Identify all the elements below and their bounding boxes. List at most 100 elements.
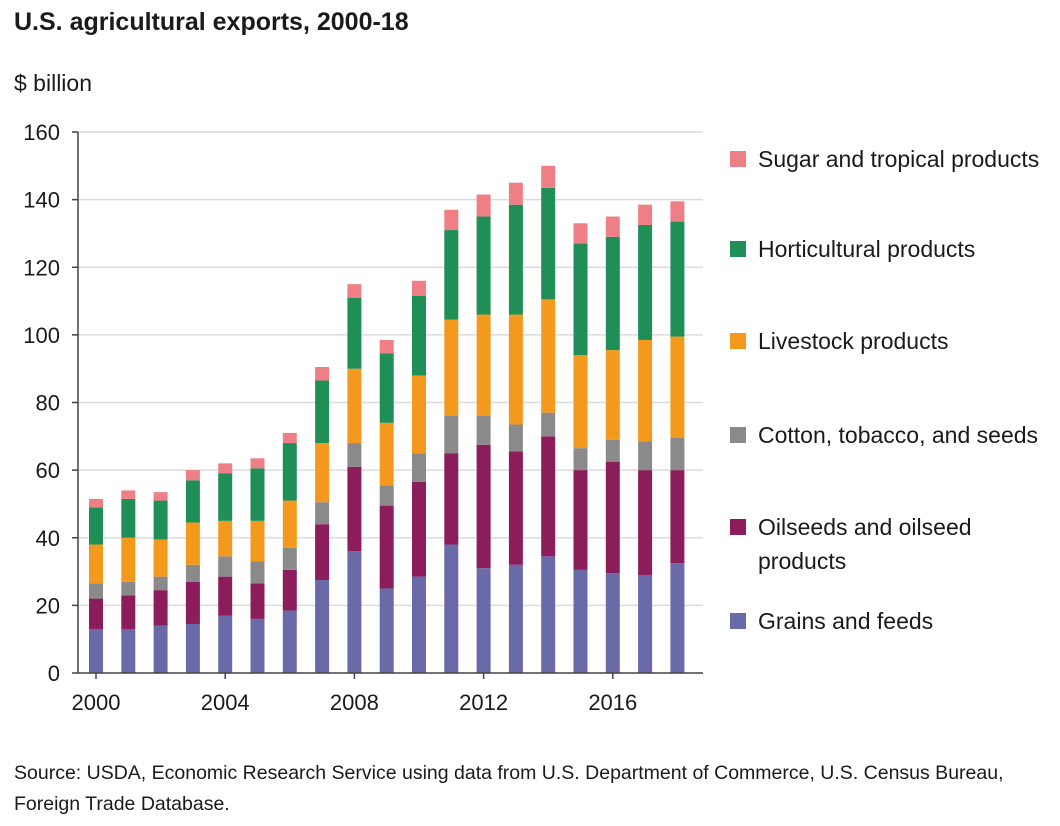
bar-segment-2005-4 (250, 468, 265, 521)
bar-segment-2018-2 (670, 438, 685, 471)
bar-segment-2018-1 (670, 470, 685, 564)
legend-label: Grains and feeds (758, 608, 934, 634)
bar-segment-2010-5 (412, 280, 426, 296)
chart-title: U.S. agricultural exports, 2000-18 (14, 8, 409, 36)
bar-segment-2000-1 (89, 598, 103, 630)
bar-segment-2007-2 (315, 502, 330, 525)
bar-segment-2011-5 (444, 209, 459, 231)
legend-label: Oilseeds and oilseed products (758, 514, 972, 574)
bar-segment-2009-3 (379, 422, 394, 486)
bar-segment-2018-3 (670, 336, 685, 439)
x-tick-label-2016: 2016 (588, 690, 637, 715)
bar-stack-2017 (638, 204, 653, 673)
bar-stack-2002 (153, 492, 168, 673)
bar-stack-2000 (89, 498, 103, 673)
bar-stack-2006 (282, 432, 297, 673)
bar-segment-2014-1 (541, 436, 556, 557)
bar-segment-2015-1 (573, 470, 588, 570)
bar-segment-2012-3 (476, 314, 491, 417)
bar-segment-2015-5 (573, 223, 588, 244)
bar-segment-2001-1 (121, 595, 136, 630)
bar-segment-2010-3 (412, 375, 426, 454)
bar-stack-2012 (476, 194, 491, 673)
bar-segment-2017-5 (638, 204, 653, 225)
bar-segment-2003-2 (185, 564, 200, 582)
bar-stack-2014 (541, 165, 556, 673)
bar-segment-2000-2 (89, 583, 103, 599)
bar-segment-2016-3 (605, 350, 620, 440)
bar-segment-2004-4 (218, 473, 233, 521)
y-tick-label-60: 60 (36, 458, 60, 483)
bar-segment-2012-4 (476, 216, 491, 315)
bar-segment-2003-3 (185, 522, 200, 565)
legend-swatch (730, 613, 746, 629)
bar-segment-2003-0 (185, 623, 200, 673)
bar-stack-2016 (605, 216, 620, 673)
bar-segment-2015-3 (573, 355, 588, 449)
bar-stack-2018 (670, 201, 685, 673)
bar-segment-2001-2 (121, 581, 136, 596)
bar-segment-2011-0 (444, 544, 459, 673)
bar-segment-2015-4 (573, 243, 588, 356)
bar-segment-2017-0 (638, 574, 653, 673)
bar-segment-2009-4 (379, 353, 394, 423)
bar-segment-2007-3 (315, 443, 330, 503)
bar-segment-2001-4 (121, 498, 136, 538)
bar-segment-2000-5 (89, 498, 103, 508)
bar-segment-2005-2 (250, 561, 265, 584)
bar-segment-2003-1 (185, 581, 200, 624)
bar-segment-2009-0 (379, 588, 394, 673)
bar-stack-2005 (250, 458, 265, 673)
bar-segment-2004-2 (218, 556, 233, 577)
bar-segment-2018-4 (670, 221, 685, 337)
bar-segment-2012-0 (476, 568, 491, 673)
bar-segment-2003-5 (185, 470, 200, 481)
bar-segment-2002-3 (153, 539, 168, 577)
bar-segment-2002-4 (153, 500, 168, 540)
bar-segment-2007-0 (315, 580, 330, 673)
bar-segment-2018-5 (670, 201, 685, 222)
bar-segment-2012-1 (476, 444, 491, 569)
y-axis-unit-label: $ billion (14, 70, 92, 96)
bar-segment-2001-3 (121, 537, 136, 582)
bar-segment-2015-2 (573, 448, 588, 471)
y-tick-label-120: 120 (23, 255, 60, 280)
bar-stacks (89, 165, 685, 673)
bar-stack-2003 (185, 470, 200, 673)
bar-segment-2012-2 (476, 416, 491, 445)
bar-segment-2017-1 (638, 470, 653, 575)
legend-swatch (730, 427, 746, 443)
bar-segment-2006-3 (282, 500, 297, 548)
bar-segment-2002-5 (153, 492, 168, 501)
bar-segment-2000-0 (89, 629, 103, 673)
bar-segment-2003-4 (185, 480, 200, 523)
bar-segment-2005-0 (250, 618, 265, 673)
legend-swatch (730, 151, 746, 167)
bar-segment-2013-3 (508, 314, 523, 425)
bar-segment-2005-5 (250, 458, 265, 469)
bar-segment-2017-3 (638, 339, 653, 442)
legend-label: Sugar and tropical products (758, 146, 1040, 172)
bar-stack-2010 (412, 280, 426, 673)
bar-segment-2005-3 (250, 520, 265, 562)
bar-segment-2010-4 (412, 295, 426, 376)
legend-swatch (730, 519, 746, 535)
bar-segment-2005-1 (250, 583, 265, 619)
bar-segment-2012-5 (476, 194, 491, 217)
bar-segment-2009-2 (379, 485, 394, 506)
bar-segment-2010-0 (412, 576, 426, 673)
bar-stack-2011 (444, 209, 459, 673)
bar-segment-2002-1 (153, 590, 168, 626)
bar-segment-2010-2 (412, 453, 426, 482)
bar-segment-2004-3 (218, 520, 233, 557)
x-tick-label-2000: 2000 (72, 690, 121, 715)
bar-segment-2011-4 (444, 230, 459, 320)
bar-segment-2011-2 (444, 416, 459, 454)
bar-segment-2004-0 (218, 615, 233, 673)
bar-segment-2011-3 (444, 319, 459, 417)
bar-segment-2002-0 (153, 625, 168, 673)
axes: 0 20 40 60 80 100 120 140 160 2000 2004 2008 2012 201… (23, 120, 703, 715)
source-note: Source: USDA, Economic Research Service … (14, 762, 1004, 815)
bar-stack-2008 (347, 284, 362, 673)
